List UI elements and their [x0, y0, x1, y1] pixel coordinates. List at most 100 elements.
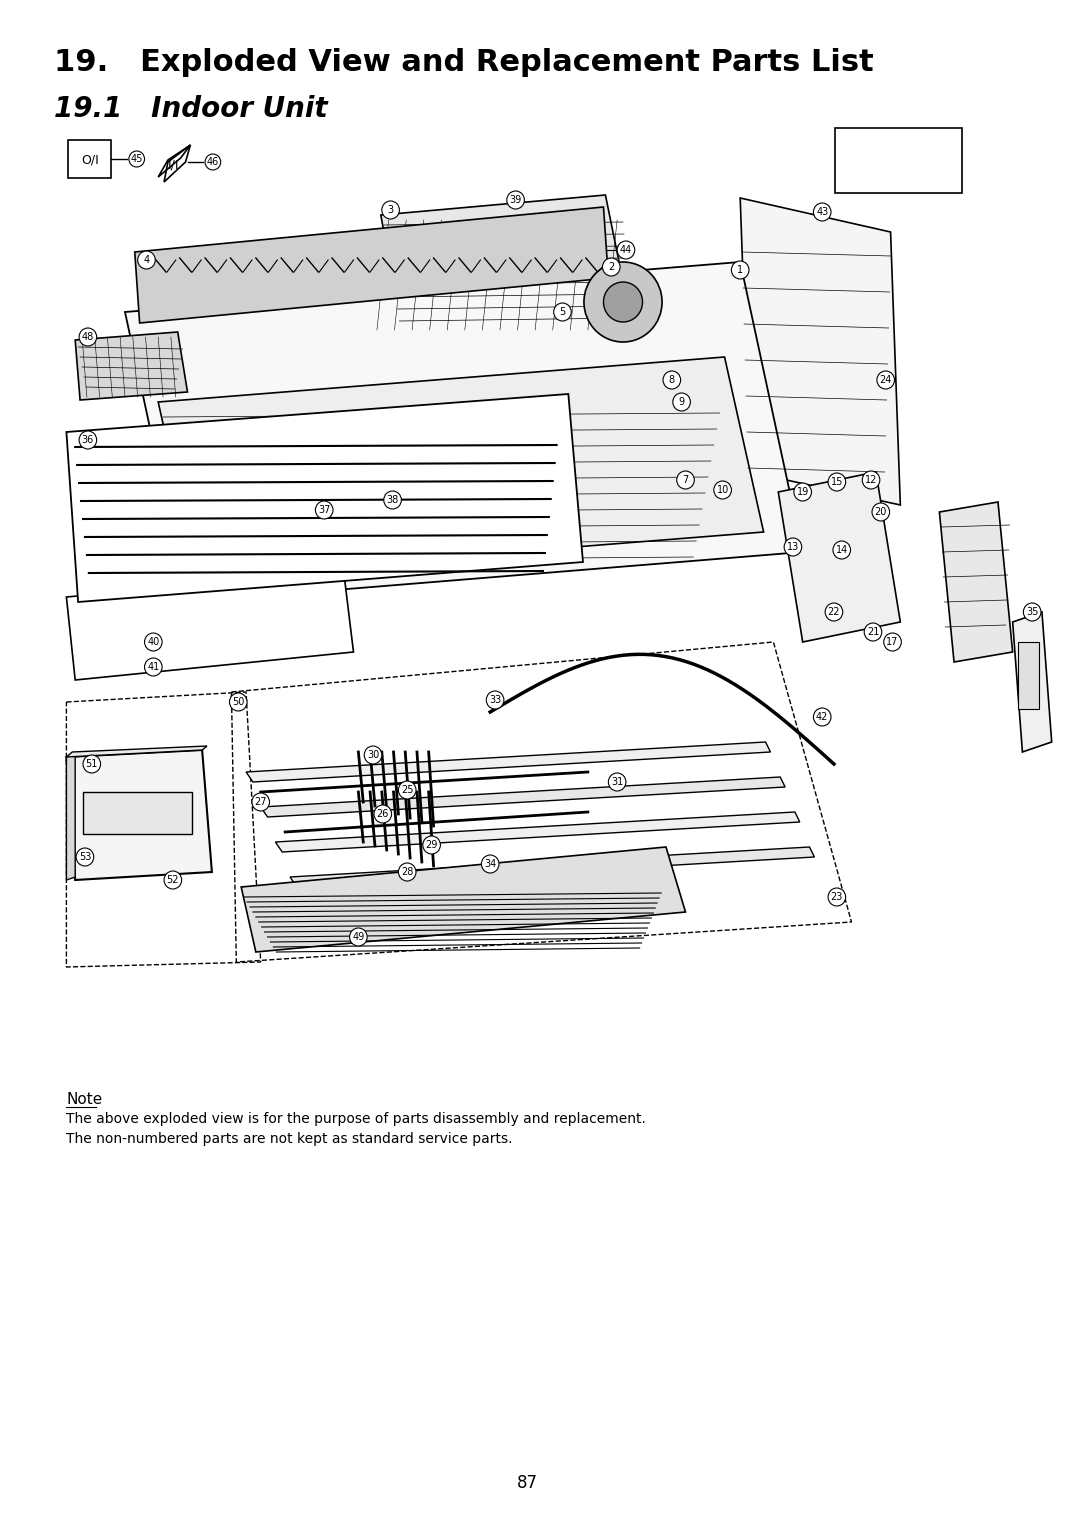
Circle shape: [137, 250, 156, 269]
Text: 17: 17: [887, 637, 899, 647]
Text: 4: 4: [144, 255, 149, 266]
Circle shape: [731, 261, 748, 279]
Polygon shape: [381, 195, 630, 334]
Text: CWH55025J: CWH55025J: [866, 133, 931, 144]
Circle shape: [79, 431, 97, 449]
Polygon shape: [740, 199, 901, 505]
Circle shape: [673, 392, 690, 411]
Polygon shape: [76, 331, 188, 400]
Polygon shape: [158, 357, 764, 577]
Text: 37: 37: [318, 505, 330, 515]
Polygon shape: [1013, 612, 1052, 751]
Text: v: v: [855, 173, 861, 182]
Circle shape: [828, 889, 846, 906]
Circle shape: [350, 928, 367, 947]
Text: I/I: I/I: [168, 159, 179, 171]
Polygon shape: [291, 847, 814, 887]
Circle shape: [813, 203, 831, 221]
Text: v: v: [894, 148, 899, 157]
Text: 45: 45: [131, 154, 143, 163]
Polygon shape: [779, 472, 901, 641]
Circle shape: [877, 371, 894, 389]
Text: 22: 22: [827, 608, 840, 617]
Circle shape: [83, 754, 100, 773]
Text: 49: 49: [352, 931, 365, 942]
Bar: [83, 793, 192, 834]
Text: 52: 52: [166, 875, 179, 886]
Bar: [835, 128, 962, 192]
Circle shape: [603, 258, 620, 276]
Circle shape: [382, 202, 400, 218]
Text: 10: 10: [716, 486, 729, 495]
Circle shape: [584, 263, 662, 342]
Text: 35: 35: [1026, 608, 1038, 617]
Text: 46: 46: [206, 157, 219, 166]
Text: 21: 21: [867, 628, 879, 637]
Text: 29: 29: [426, 840, 437, 851]
Text: 50: 50: [232, 696, 244, 707]
Polygon shape: [66, 751, 76, 880]
Text: 48: 48: [82, 331, 94, 342]
Text: 1: 1: [738, 266, 743, 275]
Circle shape: [872, 502, 890, 521]
Text: 25: 25: [401, 785, 414, 796]
Circle shape: [145, 634, 162, 651]
Text: 7: 7: [683, 475, 689, 486]
Text: 19.   Exploded View and Replacement Parts List: 19. Exploded View and Replacement Parts …: [54, 47, 874, 76]
Text: 19.1   Indoor Unit: 19.1 Indoor Unit: [54, 95, 327, 124]
Text: 15: 15: [831, 476, 843, 487]
Text: 30: 30: [367, 750, 379, 760]
Circle shape: [482, 855, 499, 873]
Circle shape: [714, 481, 731, 499]
Text: 42: 42: [816, 712, 828, 722]
Text: 26: 26: [377, 809, 389, 818]
Circle shape: [604, 282, 643, 322]
Circle shape: [129, 151, 145, 166]
Polygon shape: [125, 263, 802, 602]
Text: v: v: [855, 148, 861, 157]
Text: 31: 31: [611, 777, 623, 786]
Text: 20: 20: [875, 507, 887, 518]
Polygon shape: [66, 747, 207, 757]
Circle shape: [833, 541, 851, 559]
Text: 40: 40: [147, 637, 160, 647]
Polygon shape: [275, 812, 800, 852]
Text: v: v: [843, 148, 848, 157]
Polygon shape: [260, 777, 785, 817]
Circle shape: [423, 835, 441, 854]
Text: 5: 5: [559, 307, 566, 318]
Circle shape: [374, 805, 392, 823]
Text: 43: 43: [816, 208, 828, 217]
Circle shape: [864, 623, 881, 641]
Text: 28: 28: [401, 867, 414, 876]
Circle shape: [77, 847, 94, 866]
Text: 13: 13: [787, 542, 799, 551]
Text: 41: 41: [147, 663, 160, 672]
Circle shape: [883, 634, 902, 651]
Polygon shape: [246, 742, 770, 782]
Text: O/I: O/I: [81, 154, 98, 166]
Text: 14: 14: [836, 545, 848, 554]
Polygon shape: [66, 394, 583, 602]
Circle shape: [315, 501, 333, 519]
Text: 12: 12: [865, 475, 877, 486]
Circle shape: [486, 692, 504, 709]
Text: 27: 27: [255, 797, 267, 806]
Circle shape: [399, 863, 416, 881]
Text: 8: 8: [669, 376, 675, 385]
Text: 33: 33: [489, 695, 501, 705]
Text: 53: 53: [79, 852, 91, 863]
Circle shape: [383, 492, 402, 508]
Circle shape: [205, 154, 220, 169]
Text: Note: Note: [66, 1092, 103, 1107]
Circle shape: [364, 747, 382, 764]
Text: v: v: [881, 148, 887, 157]
Circle shape: [794, 483, 811, 501]
Bar: [1017, 641, 1039, 709]
Circle shape: [79, 328, 97, 347]
Circle shape: [399, 780, 416, 799]
Circle shape: [784, 538, 801, 556]
Text: 51: 51: [85, 759, 98, 770]
Bar: [68, 140, 111, 179]
Text: 87: 87: [517, 1474, 538, 1492]
